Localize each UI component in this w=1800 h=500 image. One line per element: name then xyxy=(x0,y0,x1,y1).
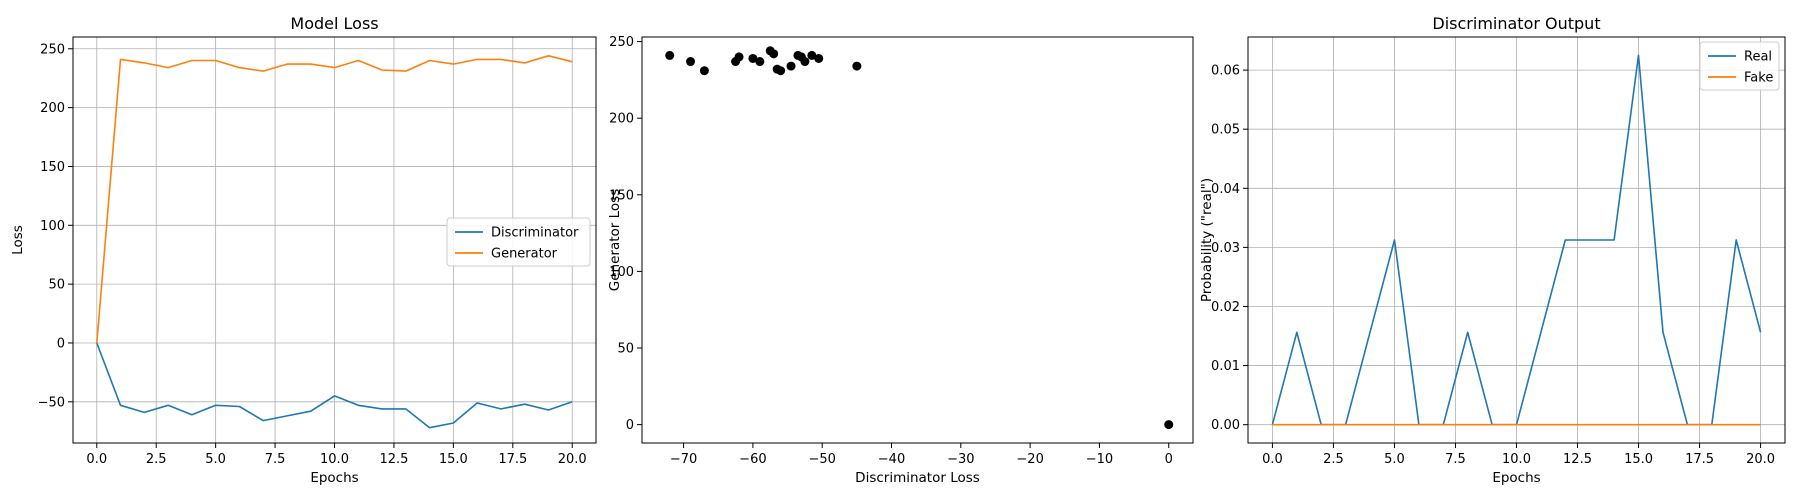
y-tick-label: −50 xyxy=(38,395,65,410)
x-tick-label: −60 xyxy=(739,452,766,467)
scatter-point xyxy=(807,50,817,60)
scatter-point xyxy=(755,57,765,67)
plot-frame xyxy=(1247,36,1786,444)
scatter-point xyxy=(852,61,862,71)
x-tick-label: 0 xyxy=(1165,452,1173,467)
scatter-point xyxy=(769,49,779,59)
scatter-point xyxy=(734,52,744,62)
y-tick-label: 0 xyxy=(57,336,65,351)
scatter-point xyxy=(686,57,696,67)
legend: Real Fake xyxy=(1699,41,1780,91)
y-tick-label: 0.00 xyxy=(1211,418,1240,433)
x-tick-label: 17.5 xyxy=(1685,452,1714,467)
y-axis-label: Probability ("real") xyxy=(1199,178,1215,302)
chart-panel-2: −70 −60 −50 −40 −30 −20 −10 0 0 50 100 150 200 250 Dis… xyxy=(607,35,1194,486)
x-tick-label: 2.5 xyxy=(1323,452,1344,467)
y-tick-label: 100 xyxy=(609,265,634,280)
y-tick-label: 0.03 xyxy=(1211,241,1240,256)
scatter-point xyxy=(800,57,810,67)
x-tick-label: 12.5 xyxy=(1563,452,1592,467)
legend-label-generator: Generator xyxy=(491,247,558,262)
x-tick-label: 15.0 xyxy=(439,452,468,467)
legend-label-real: Real xyxy=(1744,50,1772,65)
y-tick-label: 200 xyxy=(40,101,65,116)
y-tick-label: 0.02 xyxy=(1211,300,1240,315)
y-tick-label: 250 xyxy=(40,42,65,57)
scatter-point xyxy=(1164,420,1174,430)
x-tick-label: 17.5 xyxy=(498,452,527,467)
scatter-point xyxy=(748,53,758,63)
x-tick-label: 20.0 xyxy=(558,452,587,467)
x-axis-label: Discriminator Loss xyxy=(855,470,980,486)
x-tick-label: −10 xyxy=(1086,452,1113,467)
x-tick-label: −30 xyxy=(947,452,974,467)
x-tick-label: 0.0 xyxy=(86,452,107,467)
y-tick-label: 150 xyxy=(40,160,65,175)
x-tick-label: −50 xyxy=(808,452,835,467)
x-tick-label: 10.0 xyxy=(1502,452,1531,467)
x-tick-label: 0.0 xyxy=(1262,452,1283,467)
x-tick-label: 2.5 xyxy=(146,452,167,467)
chart-panel-3: 0.0 2.5 5.0 7.5 10.0 12.5 15.0 17.5 20.0 0.00 0.01… xyxy=(1199,14,1786,486)
x-tick-label: 15.0 xyxy=(1624,452,1653,467)
y-tick-label: 150 xyxy=(609,188,634,203)
x-tick-label: 20.0 xyxy=(1746,452,1775,467)
legend-box xyxy=(1699,41,1780,91)
y-axis-label: Generator Loss xyxy=(607,189,623,291)
series-line-generator xyxy=(96,54,573,344)
y-axis-label: Loss xyxy=(10,225,26,255)
x-tick-label: −20 xyxy=(1016,452,1043,467)
y-tick-label: 0.04 xyxy=(1211,182,1240,197)
x-tick-label: 5.0 xyxy=(205,452,226,467)
y-tick-label: 0.06 xyxy=(1211,64,1240,79)
scatter-point xyxy=(776,66,786,76)
series-line-discriminator xyxy=(96,342,573,429)
scatter-point xyxy=(814,53,824,63)
legend-box xyxy=(446,217,591,267)
y-tick-label: 200 xyxy=(609,112,634,127)
x-tick-label: −70 xyxy=(670,452,697,467)
x-tick-label: 10.0 xyxy=(320,452,349,467)
y-tick-label: 50 xyxy=(48,278,65,293)
chart-title: Model Loss xyxy=(290,14,378,33)
y-tick-label: 250 xyxy=(609,35,634,50)
scatter-point xyxy=(786,61,796,71)
x-tick-label: 7.5 xyxy=(265,452,286,467)
y-tick-label: 100 xyxy=(40,219,65,234)
scatter-point xyxy=(699,66,709,76)
x-tick-label: 7.5 xyxy=(1445,452,1466,467)
y-tick-label: 50 xyxy=(617,342,634,357)
x-tick-label: −40 xyxy=(878,452,905,467)
y-tick-label: 0.05 xyxy=(1211,123,1240,138)
chart-title: Discriminator Output xyxy=(1432,14,1600,33)
legend-label-discriminator: Discriminator xyxy=(491,226,579,241)
y-tick-label: 0 xyxy=(626,418,634,433)
y-tick-label: 0.01 xyxy=(1211,359,1240,374)
x-tick-label: 12.5 xyxy=(379,452,408,467)
legend-label-fake: Fake xyxy=(1744,71,1773,86)
scatter-point xyxy=(665,50,675,60)
chart-panel-1: 0.0 2.5 5.0 7.5 10.0 12.5 15.0 17.5 20.0 −50 0 50 10… xyxy=(10,14,597,486)
plot-frame xyxy=(641,36,1194,444)
legend: Discriminator Generator xyxy=(446,217,591,267)
x-axis-label: Epochs xyxy=(310,470,358,486)
x-tick-label: 5.0 xyxy=(1384,452,1405,467)
plot-frame xyxy=(72,36,597,444)
x-axis-label: Epochs xyxy=(1492,470,1540,486)
